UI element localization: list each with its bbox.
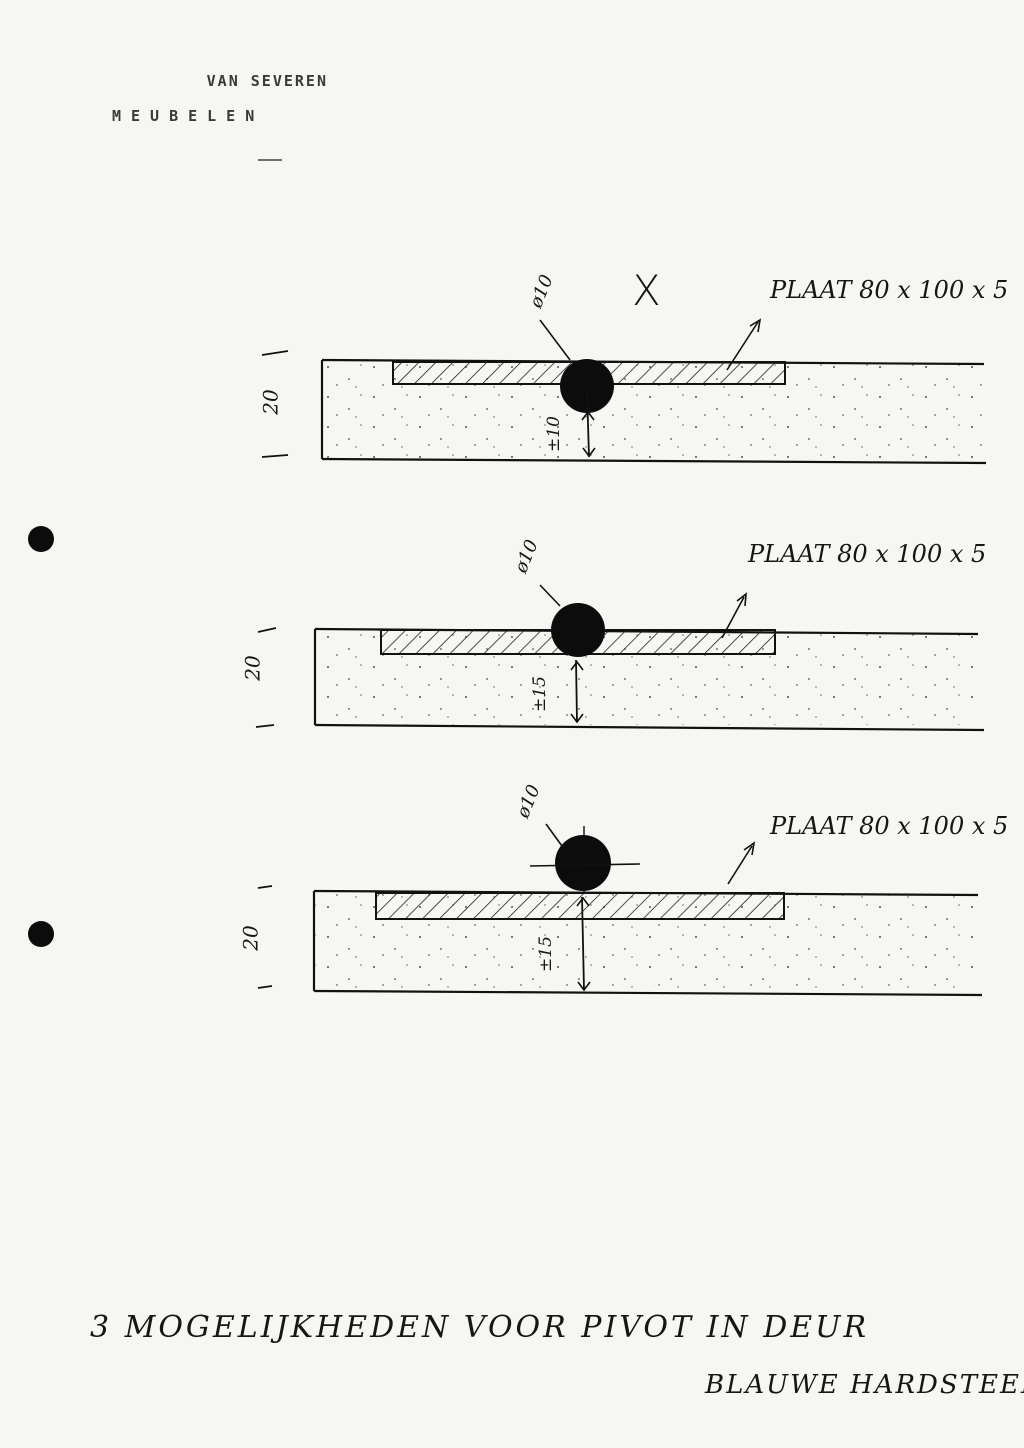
punch-hole-top [28,526,54,552]
option-3-offset-label: ±15 [535,936,556,972]
option-1-offset-label: ±10 [543,416,564,452]
section-3-drawing [257,823,983,997]
option-2-plate-label: PLAAT 80 x 100 x 5 [748,540,987,568]
option-2-height-label: 20 [240,655,265,681]
rejected-mark: X [632,266,661,315]
section-1-drawing [261,318,987,465]
option-1-height-label: 20 [258,389,283,415]
letterhead-subtitle: MEUBELEN [112,107,265,125]
punch-hole-bottom [28,921,54,947]
option-3-height-label: 20 [238,925,263,951]
section-2-drawing [255,584,985,732]
option-1-plate-label: PLAAT 80 x 100 x 5 [770,276,1009,304]
option-3-plate-label: PLAAT 80 x 100 x 5 [770,812,1009,840]
letterhead-name: VAN SEVEREN [206,72,328,90]
caption-title: 3 MOGELIJKHEDEN VOOR PIVOT IN DEUR [90,1310,870,1345]
option-2-offset-label: ±15 [529,676,550,712]
caption-material: BLAUWE HARDSTEEN. [705,1370,1024,1400]
